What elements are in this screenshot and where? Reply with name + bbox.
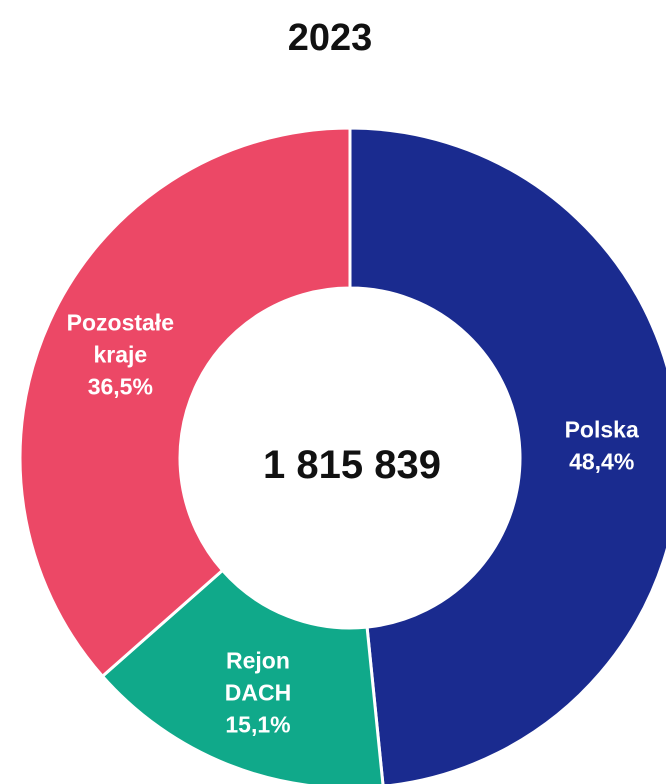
center-total: 1 815 839: [263, 443, 441, 487]
donut-slice: [348, 126, 666, 784]
slice-value-label: 36,5%: [88, 373, 153, 399]
slice-value-label: 48,4%: [569, 448, 634, 474]
donut-slice: [18, 126, 352, 679]
slices: [18, 126, 666, 784]
donut-slice: [100, 568, 385, 784]
slice-value-label: 15,1%: [225, 712, 290, 738]
slice-label: Pozostałe kraje: [67, 309, 174, 367]
slice-label: Rejon DACH: [225, 648, 291, 706]
chart-title: 2023: [288, 17, 373, 59]
slice-label: Polska: [565, 416, 639, 442]
